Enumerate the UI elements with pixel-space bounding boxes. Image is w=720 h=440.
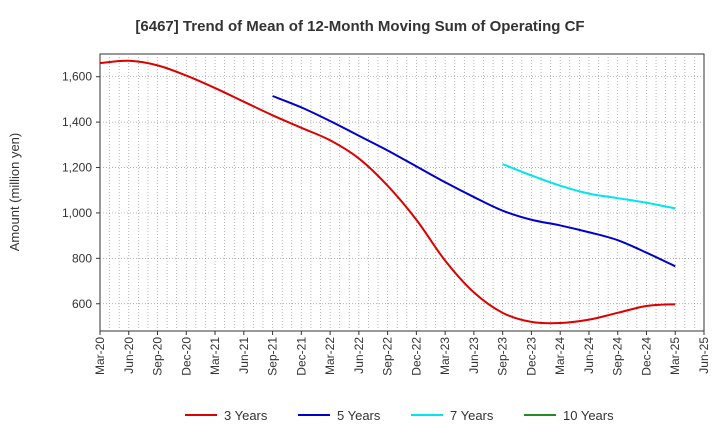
x-tick-label: Sep-20	[151, 337, 165, 376]
legend-label: 10 Years	[563, 408, 614, 423]
y-tick-label: 1,200	[62, 161, 92, 175]
x-tick-label: Sep-24	[611, 337, 625, 376]
x-tick-label: Mar-24	[553, 337, 567, 375]
x-tick-label: Jun-25	[697, 337, 711, 374]
chart-title: [6467] Trend of Mean of 12-Month Moving …	[135, 18, 584, 35]
x-tick-label: Jun-23	[467, 337, 481, 374]
x-tick-label: Sep-22	[381, 337, 395, 376]
x-axis-ticks: Mar-20 Jun-20 Sep-20 Dec-20 Mar-21 Jun-21 Sep-…	[93, 331, 711, 376]
y-axis-label: Amount (million yen)	[7, 133, 22, 252]
x-tick-label: Dec-22	[409, 337, 423, 376]
x-tick-label: Dec-20	[179, 337, 193, 376]
series-line-3-years	[99, 59, 676, 325]
legend-label: 3 Years	[224, 408, 268, 423]
y-axis-ticks: 600 800 1,000 1,200 1,400 1,600	[62, 70, 100, 311]
series-line-7-years	[502, 163, 676, 210]
x-tick-label: Dec-23	[524, 337, 538, 376]
x-tick-label: Jun-21	[237, 337, 251, 374]
x-tick-label: Mar-23	[438, 337, 452, 375]
y-tick-label: 800	[72, 251, 92, 265]
series-line-5-years	[272, 95, 676, 268]
legend-label: 5 Years	[337, 408, 381, 423]
x-tick-label: Mar-21	[208, 337, 222, 375]
x-tick-label: Mar-25	[668, 337, 682, 375]
y-tick-label: 1,600	[62, 70, 92, 84]
series-lines	[99, 59, 676, 325]
y-tick-label: 1,000	[62, 206, 92, 220]
plot-area	[99, 53, 705, 332]
y-tick-label: 600	[72, 297, 92, 311]
x-tick-label: Dec-24	[639, 337, 653, 376]
x-tick-label: Jun-20	[122, 337, 136, 374]
x-tick-label: Jun-22	[352, 337, 366, 374]
x-tick-label: Sep-21	[266, 337, 280, 376]
x-tick-label: Mar-22	[323, 337, 337, 375]
x-tick-label: Dec-21	[294, 337, 308, 376]
x-tick-label: Sep-23	[496, 337, 510, 376]
legend: 3 Years 5 Years 7 Years 10 Years	[185, 408, 614, 423]
legend-label: 7 Years	[450, 408, 494, 423]
x-tick-label: Mar-20	[93, 337, 107, 375]
x-tick-label: Jun-24	[582, 337, 596, 374]
y-tick-label: 1,400	[62, 115, 92, 129]
